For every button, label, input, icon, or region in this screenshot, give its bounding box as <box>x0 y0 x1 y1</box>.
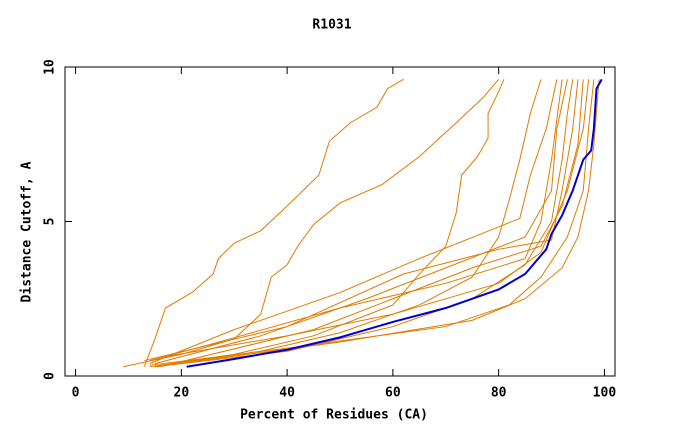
chart-title: R1031 <box>312 18 351 33</box>
y-axis-label: Distance Cutoff, A <box>20 161 35 302</box>
series-line <box>149 79 505 368</box>
series-line <box>160 79 584 368</box>
series-line <box>154 79 600 368</box>
x-tick-label: 60 <box>385 386 401 401</box>
series-line <box>123 79 500 368</box>
x-tick-label: 40 <box>279 386 295 401</box>
y-tick-label: 10 <box>43 59 58 75</box>
series-line <box>149 79 563 362</box>
series-line <box>144 79 579 362</box>
x-tick-label: 20 <box>174 386 190 401</box>
series-line <box>149 79 558 365</box>
x-axis-label: Percent of Residues (CA) <box>240 408 428 423</box>
x-tick-label: 100 <box>593 386 617 401</box>
series-line <box>154 79 574 368</box>
series-line <box>186 78 603 368</box>
y-tick-label: 5 <box>43 218 58 226</box>
x-tick-label: 0 <box>72 386 80 401</box>
y-tick-label: 0 <box>43 372 58 380</box>
series-line <box>149 79 595 366</box>
x-tick-label: 80 <box>491 386 507 401</box>
series-line <box>143 78 404 367</box>
series-line <box>160 79 590 358</box>
plot-frame <box>64 66 616 377</box>
series-line <box>154 79 542 368</box>
